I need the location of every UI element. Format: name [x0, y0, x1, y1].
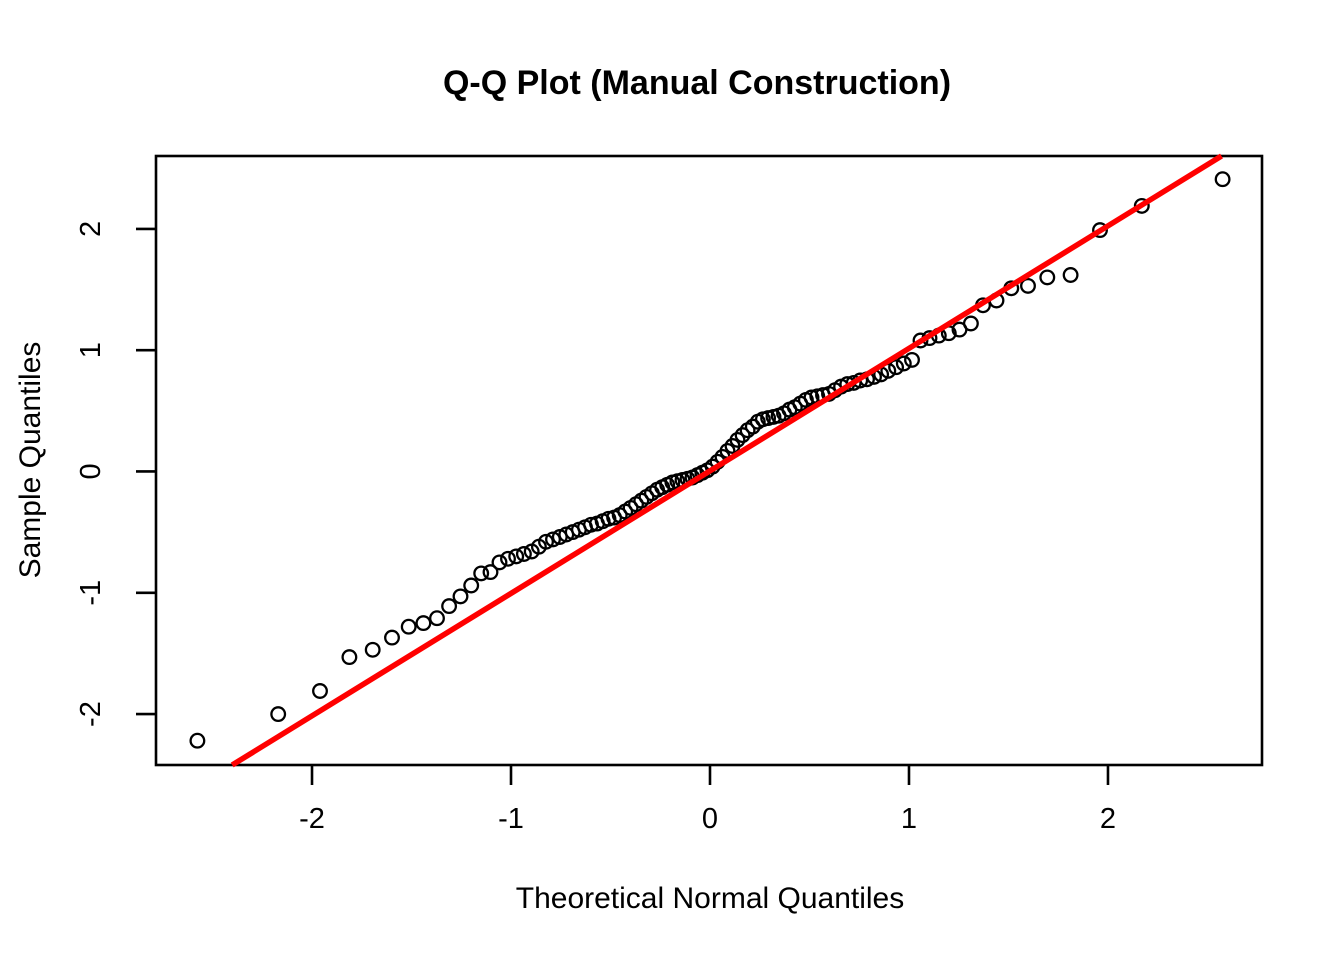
data-point [912, 332, 929, 349]
x-tick-label: -1 [498, 803, 524, 835]
x-tick-label: -2 [299, 803, 325, 835]
data-point [1133, 197, 1150, 214]
data-point [538, 533, 554, 550]
data-point [729, 431, 746, 448]
data-point [962, 315, 979, 332]
data-point [400, 618, 417, 635]
data-point [508, 548, 525, 565]
data-point [1020, 277, 1036, 294]
chart-title: Q-Q Plot (Manual Construction) [443, 64, 951, 102]
data-point [734, 427, 751, 444]
data-point [491, 554, 508, 571]
x-tick-label: 0 [702, 803, 718, 835]
data-points [189, 171, 1231, 749]
reference-line [230, 153, 1223, 768]
data-point [1062, 267, 1079, 283]
data-point [189, 732, 206, 749]
data-point [904, 351, 920, 368]
data-point [482, 564, 499, 581]
data-point [888, 359, 905, 376]
y-tick-label: -2 [75, 701, 107, 727]
data-point [452, 588, 469, 605]
data-point [463, 577, 480, 594]
x-axis-ticks: -2 -1 0 1 2 [299, 765, 1116, 835]
data-point [515, 546, 532, 562]
data-point [473, 565, 490, 582]
x-axis-label: Theoretical Normal Quantiles [516, 882, 905, 915]
data-point [415, 615, 432, 632]
data-point [803, 389, 820, 406]
data-point [364, 641, 381, 658]
data-point [500, 550, 516, 567]
data-point [341, 649, 358, 666]
data-point [1039, 269, 1056, 286]
y-tick-label: 2 [75, 221, 107, 237]
data-point [270, 706, 287, 723]
y-tick-label: -1 [75, 580, 107, 606]
data-point [895, 355, 912, 372]
data-point [429, 610, 445, 627]
x-tick-label: 1 [901, 803, 917, 835]
y-tick-label: 1 [75, 342, 107, 358]
data-point [312, 683, 328, 699]
data-point [744, 418, 761, 435]
data-point [441, 598, 458, 615]
y-axis-label: Sample Quantiles [14, 342, 47, 579]
data-point [384, 629, 400, 646]
data-point [545, 531, 561, 548]
data-point [1092, 222, 1108, 239]
y-axis-ticks: -2 -1 0 1 2 [75, 221, 156, 727]
x-tick-label: 2 [1100, 803, 1116, 835]
data-point [1214, 171, 1231, 188]
y-tick-label: 0 [75, 463, 107, 479]
